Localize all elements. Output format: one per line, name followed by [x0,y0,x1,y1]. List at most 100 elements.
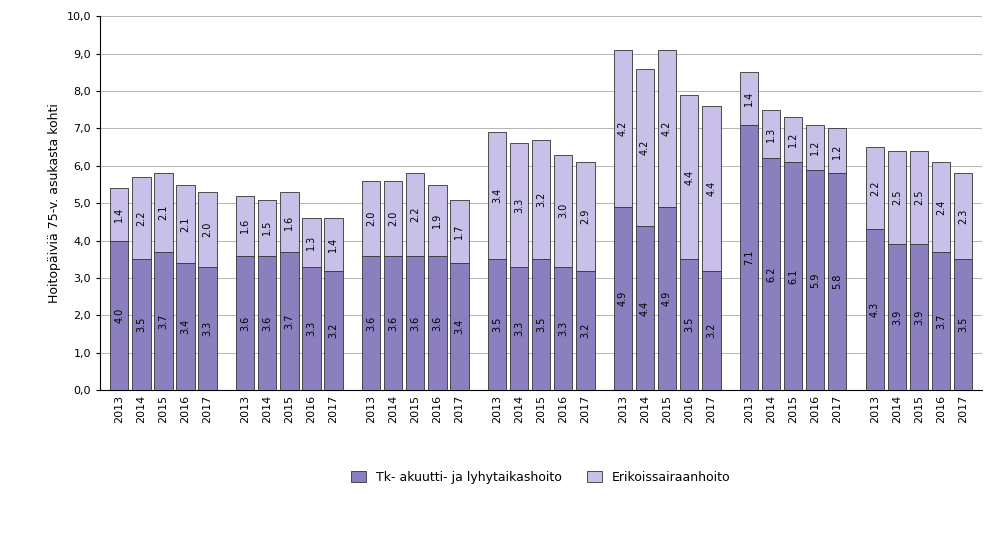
Bar [739,125,759,390]
Bar [110,188,128,241]
Bar [635,225,654,390]
Bar [198,267,216,390]
Text: 3.4: 3.4 [180,319,190,334]
Text: 4.4: 4.4 [706,180,716,196]
Text: 5.8: 5.8 [832,274,842,289]
Text: 4.2: 4.2 [662,121,672,136]
Text: 4.2: 4.2 [640,139,650,155]
Text: 1.3: 1.3 [307,235,317,250]
Text: 3.0: 3.0 [558,203,568,218]
Text: 3.2: 3.2 [329,322,339,338]
Bar [910,244,928,390]
Bar [554,154,572,267]
Text: 1.9: 1.9 [432,212,442,228]
Text: 6.2: 6.2 [766,267,776,282]
Bar [932,162,950,252]
Bar [762,158,781,390]
Text: 3.6: 3.6 [240,315,250,331]
Text: 1.6: 1.6 [285,214,295,230]
Bar [532,259,550,390]
Legend: Tk- akuutti- ja lyhytaikashoito, Erikoissairaanhoito: Tk- akuutti- ja lyhytaikashoito, Erikois… [347,466,735,489]
Y-axis label: Hoitopäiviä 75-v. asukasta kohti: Hoitopäiviä 75-v. asukasta kohti [48,104,61,303]
Text: 1.2: 1.2 [810,139,820,155]
Bar [258,256,277,390]
Text: 3.6: 3.6 [410,315,420,331]
Bar [954,173,972,259]
Bar [302,218,321,267]
Text: 1.4: 1.4 [743,91,754,106]
Text: 3.9: 3.9 [892,309,902,325]
Bar [866,229,884,390]
Bar [258,199,277,256]
Bar [132,177,150,259]
Bar [384,181,403,256]
Text: 3.6: 3.6 [388,315,398,331]
Bar [806,125,825,170]
Bar [384,256,403,390]
Bar [613,50,632,207]
Text: 7.1: 7.1 [743,250,754,265]
Text: 3.2: 3.2 [580,322,590,338]
Text: 4.0: 4.0 [114,308,124,323]
Bar [488,132,506,259]
Bar [954,259,972,390]
Bar [657,207,676,390]
Text: 3.3: 3.3 [558,321,568,336]
Bar [324,270,343,390]
Bar [176,263,194,390]
Bar [428,256,447,390]
Bar [828,173,847,390]
Text: 2.2: 2.2 [870,180,880,196]
Bar [657,50,676,207]
Bar [784,117,803,162]
Bar [806,170,825,390]
Text: 3.3: 3.3 [514,321,524,336]
Text: 1.2: 1.2 [832,143,842,159]
Text: 4.2: 4.2 [618,121,628,136]
Bar [701,106,720,270]
Bar [888,151,906,244]
Bar [613,207,632,390]
Bar [532,140,550,259]
Bar [280,192,299,252]
Text: 3.5: 3.5 [136,317,146,332]
Text: 3.6: 3.6 [432,315,442,331]
Text: 1.5: 1.5 [263,220,273,235]
Bar [635,69,654,225]
Text: 1.2: 1.2 [788,132,798,147]
Bar [762,109,781,158]
Bar [302,267,321,390]
Bar [488,259,506,390]
Bar [235,196,255,256]
Bar [910,151,928,244]
Bar [784,162,803,390]
Bar [450,199,469,263]
Bar [739,72,759,125]
Bar [406,256,425,390]
Text: 3.4: 3.4 [454,319,464,334]
Bar [701,270,720,390]
Bar [554,267,572,390]
Text: 3.3: 3.3 [307,321,317,336]
Bar [324,218,343,270]
Bar [110,241,128,390]
Text: 3.5: 3.5 [684,317,694,332]
Text: 4.9: 4.9 [618,291,628,306]
Text: 2.9: 2.9 [580,209,590,224]
Text: 5.9: 5.9 [810,272,820,288]
Text: 3.3: 3.3 [202,321,212,336]
Text: 1.3: 1.3 [766,126,776,141]
Text: 4.4: 4.4 [684,170,694,185]
Text: 4.4: 4.4 [640,300,650,315]
Bar [198,192,216,267]
Bar [154,173,172,252]
Bar [280,252,299,390]
Text: 2.0: 2.0 [388,210,398,226]
Text: 4.9: 4.9 [662,291,672,306]
Text: 3.5: 3.5 [492,317,502,332]
Text: 6.1: 6.1 [788,268,798,284]
Text: 3.9: 3.9 [914,309,924,325]
Bar [888,244,906,390]
Text: 3.7: 3.7 [158,313,168,329]
Text: 3.4: 3.4 [492,188,502,203]
